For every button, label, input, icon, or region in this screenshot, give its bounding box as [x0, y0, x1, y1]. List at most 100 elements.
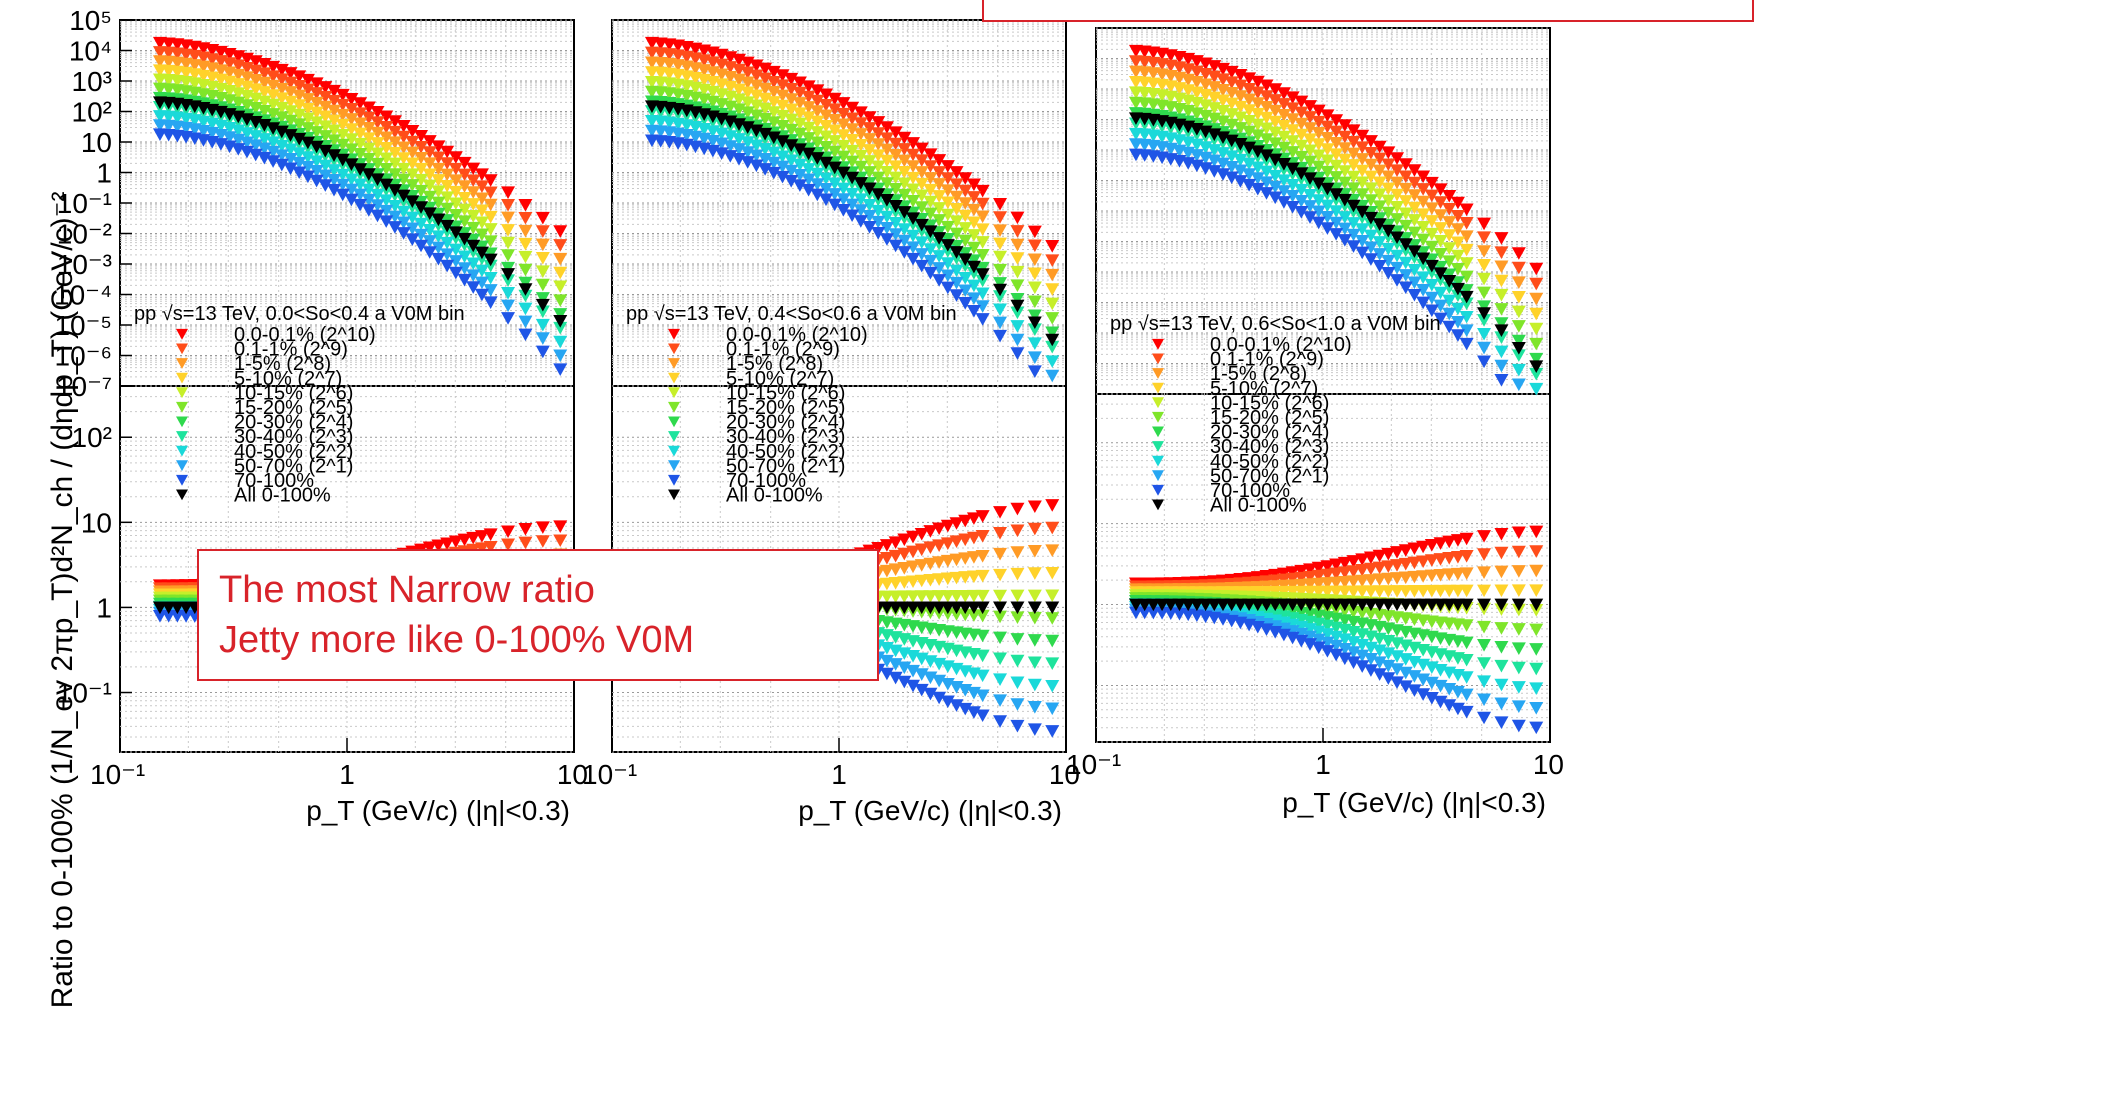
- ratio-point: [1372, 656, 1387, 670]
- spectrum-point: [879, 194, 894, 207]
- spectrum-point: [1276, 130, 1291, 144]
- spectrum-point: [405, 179, 420, 192]
- spectrum-point: [1390, 176, 1405, 190]
- legend-entry: 30-40% (2^3): [726, 426, 845, 448]
- spectrum-point: [871, 138, 886, 151]
- spectrum-point: [1416, 246, 1431, 259]
- spectrum-point: [361, 142, 376, 156]
- spectrum-point: [1250, 182, 1265, 196]
- spectrum-point: [1303, 111, 1318, 124]
- spectrum-point: [448, 209, 463, 222]
- spectrum-point: [1010, 299, 1025, 313]
- spectrum-point: [862, 144, 877, 157]
- spectrum-point: [819, 88, 834, 102]
- spectrum-point: [932, 166, 947, 179]
- spectrum-point: [361, 168, 376, 181]
- annotation-line-2: Jetty more like 0-100% V0M: [219, 619, 695, 661]
- spectrum-point: [518, 224, 533, 238]
- spectrum-point: [327, 94, 342, 108]
- spectrum-point: [1416, 284, 1431, 297]
- ratio-point: [914, 683, 929, 697]
- spectrum-point: [1276, 87, 1291, 100]
- spectrum-point: [1450, 276, 1465, 289]
- spectrum-point: [1329, 171, 1344, 184]
- legend-header: pp √s=13 TeV, 0.4<So<0.6 a V0M bin: [626, 303, 957, 325]
- spectrum-point: [845, 187, 860, 201]
- ratio-point: [1027, 634, 1042, 647]
- ratio-point: [1363, 664, 1378, 677]
- ratio-point: [1355, 564, 1370, 577]
- spectrum-point: [1285, 179, 1300, 192]
- spectrum-point: [396, 205, 411, 219]
- spectrum-point: [266, 136, 281, 149]
- spectrum-point: [784, 113, 799, 127]
- spectrum-point: [966, 216, 981, 230]
- spectrum-point: [1320, 165, 1335, 179]
- ratio-point: [1045, 702, 1060, 716]
- ratio-point: [966, 706, 981, 719]
- legend-marker: [1152, 397, 1164, 409]
- spectrum-point: [810, 126, 825, 139]
- spectrum-point: [1407, 214, 1422, 227]
- spectrum-point: [535, 318, 550, 332]
- ratio-point: [1459, 705, 1474, 719]
- spectrum-point: [1494, 373, 1509, 387]
- spectrum-point: [801, 163, 816, 176]
- spectrum-point: [553, 315, 568, 328]
- spectrum-point: [1363, 146, 1378, 160]
- ratio-point: [958, 514, 973, 528]
- spectrum-point: [518, 198, 533, 212]
- spectrum-point: [300, 160, 315, 174]
- spectrum-point: [819, 109, 834, 123]
- spectrum-point: [1242, 114, 1257, 128]
- spectrum-point: [405, 157, 420, 171]
- spectrum-point: [1459, 270, 1474, 284]
- spectrum-point: [466, 281, 481, 294]
- ratio-point: [932, 556, 947, 569]
- spectrum-point: [483, 235, 498, 248]
- spectrum-point: [466, 162, 481, 176]
- legend-marker: [1152, 353, 1164, 365]
- spectrum-point: [775, 89, 790, 103]
- ratio-point: [932, 674, 947, 688]
- ratio-point: [1311, 577, 1326, 591]
- spectrum-point: [932, 154, 947, 167]
- spectrum-point: [1459, 243, 1474, 257]
- spectrum-point: [810, 152, 825, 165]
- spectrum-point: [1442, 268, 1457, 282]
- narrow-ratio-annotation: The most Narrow ratio Jetty more like 0-…: [197, 549, 879, 681]
- spectrum-point: [1276, 141, 1291, 155]
- spectrum-point: [414, 184, 429, 198]
- x-axis-label: p_T (GeV/c) (|η|<0.3): [798, 795, 1062, 826]
- legend-marker: [1152, 470, 1164, 482]
- ratio-point: [1346, 565, 1361, 578]
- ratio-point: [1045, 544, 1060, 557]
- spectrum-point: [1268, 126, 1283, 140]
- spectrum-point: [1407, 264, 1422, 277]
- spectrum-point: [766, 96, 781, 109]
- spectrum-point: [387, 184, 402, 197]
- spectrum-point: [501, 224, 516, 237]
- spectrum-point: [1045, 254, 1060, 268]
- legend-entry: 70-100%: [1210, 480, 1290, 502]
- spectrum-point: [1390, 200, 1405, 214]
- ratio-point: [1346, 656, 1361, 669]
- spectrum-point: [1259, 100, 1274, 114]
- spectrum-point: [1045, 333, 1060, 347]
- ratio-point: [1311, 641, 1326, 655]
- spectrum-point: [1424, 259, 1439, 273]
- spectrum-point: [361, 122, 376, 135]
- spectrum-point: [379, 162, 394, 176]
- spectrum-point: [1233, 122, 1248, 135]
- spectrum-point: [318, 144, 333, 158]
- ratio-point: [1010, 601, 1025, 615]
- ratio-point: [1494, 697, 1509, 711]
- ratio-point: [1529, 525, 1544, 539]
- spectrum-point: [553, 335, 568, 349]
- legend-marker: [668, 328, 680, 340]
- spectrum-point: [1442, 320, 1457, 334]
- spectrum-point: [888, 160, 903, 173]
- spectrum-point: [897, 206, 912, 219]
- x-tick-label: 10: [1533, 749, 1564, 780]
- spectrum-point: [888, 149, 903, 162]
